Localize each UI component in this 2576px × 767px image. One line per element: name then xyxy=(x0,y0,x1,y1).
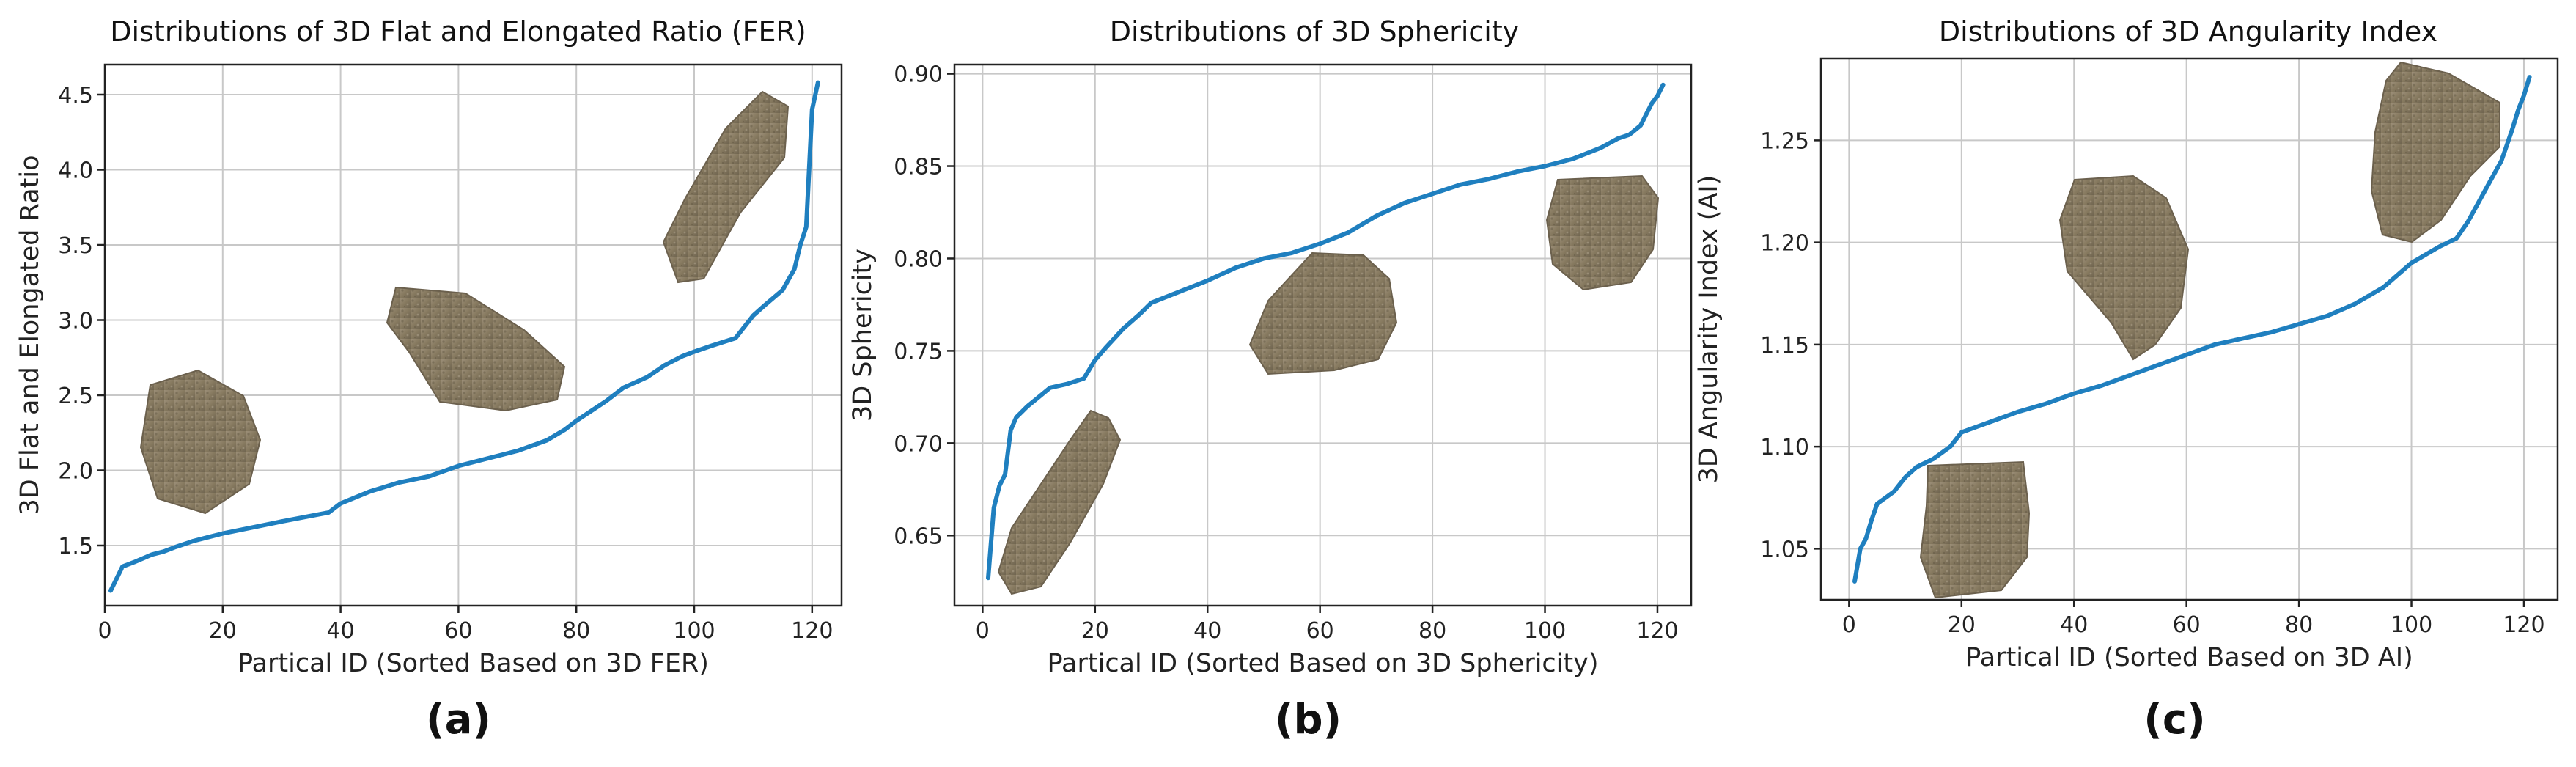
x-tick-label: 120 xyxy=(2503,612,2544,638)
series-line-sphericity xyxy=(986,82,1666,581)
x-tick-label: 120 xyxy=(791,618,833,644)
y-tick-label: 1.15 xyxy=(1760,333,1809,359)
rock-image-3 xyxy=(662,90,790,284)
x-tick-label: 0 xyxy=(97,618,111,644)
plot-frame-b xyxy=(953,63,1693,607)
y-tick-label: 0.80 xyxy=(894,246,943,272)
chart-title-b: Distributions of 3D Sphericity xyxy=(1110,15,1520,48)
y-tick-label: 1.10 xyxy=(1760,435,1809,460)
y-tick-label: 4.0 xyxy=(58,158,93,184)
y-ticks-b: 0.65 0.70 0.75 0.80 0.85 0.90 xyxy=(894,62,954,549)
y-tick-label: 2.5 xyxy=(58,384,93,409)
rock-images-c xyxy=(1919,61,2500,599)
x-axis-label-b: Partical ID (Sorted Based on 3D Spherici… xyxy=(1048,649,1599,678)
x-tick-label: 60 xyxy=(2173,612,2201,638)
y-tick-label: 1.25 xyxy=(1760,128,1809,154)
x-ticks-a: 0 20 40 60 80 100 120 xyxy=(97,606,833,644)
x-tick-label: 40 xyxy=(2060,612,2088,638)
x-axis-label-a: Partical ID (Sorted Based on 3D FER) xyxy=(238,649,709,678)
y-tick-label: 1.05 xyxy=(1760,537,1809,562)
y-tick-label: 0.70 xyxy=(894,431,943,457)
plot-frame-a xyxy=(103,63,843,607)
x-tick-label: 100 xyxy=(1524,618,1566,644)
y-axis-label-a: 3D Flat and Elongated Ratio xyxy=(15,155,45,515)
x-tick-label: 100 xyxy=(673,618,715,644)
x-tick-label: 120 xyxy=(1636,618,1678,644)
x-ticks-b: 0 20 40 60 80 100 120 xyxy=(976,606,1679,644)
y-tick-label: 4.5 xyxy=(58,83,93,109)
x-tick-label: 0 xyxy=(976,618,990,644)
y-ticks-c: 1.05 1.10 1.15 1.20 1.25 xyxy=(1760,128,1821,562)
x-tick-label: 80 xyxy=(2285,612,2313,638)
panel-caption-a: (a) xyxy=(426,696,491,744)
rock-image-5 xyxy=(1248,252,1398,375)
x-tick-label: 40 xyxy=(1193,618,1221,644)
series-line-fer xyxy=(108,80,820,593)
y-tick-label: 0.90 xyxy=(894,62,943,88)
series-line-angularity xyxy=(1852,75,2532,584)
y-ticks-a: 1.5 2.0 2.5 3.0 3.5 4.0 4.5 xyxy=(58,83,105,559)
y-tick-label: 0.75 xyxy=(894,339,943,364)
x-tick-label: 60 xyxy=(444,618,472,644)
chart-title-c: Distributions of 3D Angularity Index xyxy=(1939,15,2437,48)
x-tick-label: 100 xyxy=(2391,612,2432,638)
y-axis-label-c: 3D Angularity Index (AI) xyxy=(1694,175,1723,484)
x-tick-label: 20 xyxy=(209,618,237,644)
plot-frame-c xyxy=(1819,57,2559,601)
x-axis-label-c: Partical ID (Sorted Based on 3D AI) xyxy=(1965,643,2413,672)
rock-images-a xyxy=(139,90,790,515)
y-tick-label: 2.0 xyxy=(58,459,93,485)
x-tick-label: 60 xyxy=(1306,618,1334,644)
rock-image-1 xyxy=(139,369,262,515)
chart-title-a: Distributions of 3D Flat and Elongated R… xyxy=(110,15,806,48)
panel-c: Distributions of 3D Angularity Index 0 20… xyxy=(1694,15,2559,744)
y-tick-label: 3.0 xyxy=(58,309,93,334)
rock-image-9 xyxy=(1919,460,2031,599)
y-axis-label-b: 3D Sphericity xyxy=(848,249,877,422)
rock-images-b xyxy=(997,175,1660,595)
y-tick-label: 0.85 xyxy=(894,155,943,180)
rock-image-7 xyxy=(2058,175,2190,361)
panel-caption-c: (c) xyxy=(2143,696,2205,744)
rock-image-8 xyxy=(2370,61,2500,243)
panel-caption-b: (b) xyxy=(1275,696,1342,744)
x-tick-label: 0 xyxy=(1842,612,1856,638)
panel-b: Distributions of 3D Sphericity 0 20 40 60 80… xyxy=(848,15,1693,744)
x-tick-label: 20 xyxy=(1081,618,1109,644)
x-tick-label: 20 xyxy=(1948,612,1976,638)
rock-image-6 xyxy=(1545,175,1660,291)
panel-a: Distributions of 3D Flat and Elongated R… xyxy=(15,15,843,744)
y-tick-label: 0.65 xyxy=(894,524,943,549)
x-tick-label: 80 xyxy=(562,618,590,644)
rock-image-4 xyxy=(997,409,1122,595)
rock-image-2 xyxy=(386,286,566,412)
y-tick-label: 1.5 xyxy=(58,534,93,559)
y-tick-label: 3.5 xyxy=(58,233,93,259)
x-tick-label: 80 xyxy=(1418,618,1446,644)
x-ticks-c: 0 20 40 60 80 100 120 xyxy=(1842,600,2545,638)
x-tick-label: 40 xyxy=(327,618,355,644)
y-tick-label: 1.20 xyxy=(1760,231,1809,257)
